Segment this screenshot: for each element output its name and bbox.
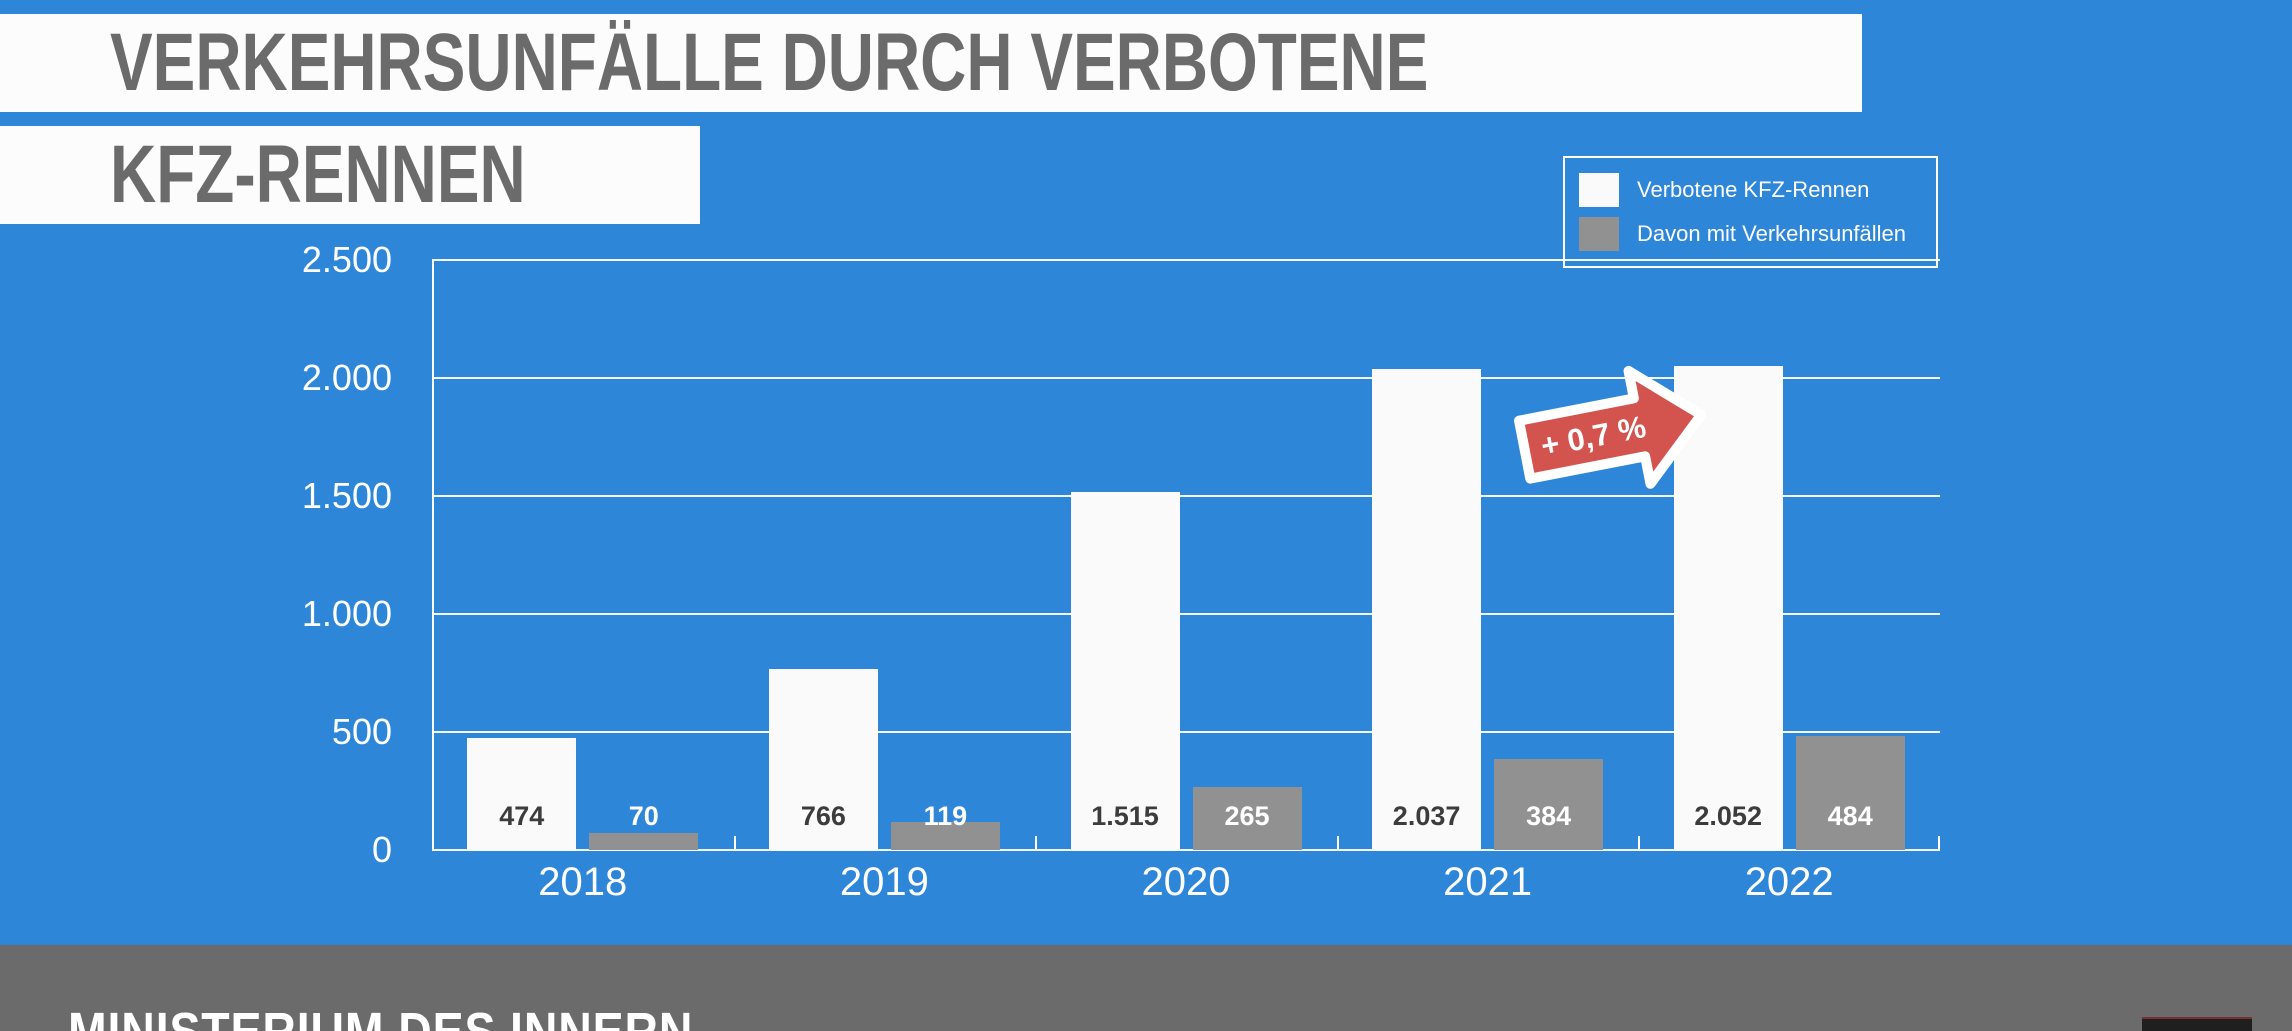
footer-mark-icon — [2142, 1017, 2252, 1031]
footer-organisation-name: MINISTERIUM DES INNERN — [68, 1001, 693, 1031]
x-tick-mark-0 — [432, 836, 434, 850]
bar-value-label-2018-series1: 70 — [628, 801, 659, 831]
chart-legend: Verbotene KFZ-Rennen Davon mit Verkehrsu… — [1563, 156, 1938, 268]
bar-value-label-2020-series1: 265 — [1224, 801, 1270, 831]
bar-value-label-2019-series0: 766 — [800, 801, 846, 831]
bar-value-label-2019-series1: 119 — [923, 801, 968, 831]
x-tick-mark-end — [1938, 836, 1940, 850]
x-tick-mark-3 — [1336, 836, 1339, 850]
chart-title-line2: KFZ-RENNEN — [110, 129, 526, 220]
gridline-2.500 — [432, 259, 1940, 261]
x-tick-mark-4 — [1638, 836, 1641, 850]
footer-bar: MINISTERIUM DES INNERN — [0, 945, 2292, 1031]
gridline-2.000 — [432, 377, 1940, 379]
gridline-0 — [432, 849, 1940, 851]
bar-value-label-2018-series0: 474 — [499, 801, 545, 831]
x-tick-label-2018: 2018 — [538, 860, 628, 904]
bar-2018-series0[interactable] — [467, 738, 577, 850]
y-tick-label-1.000: 1.000 — [301, 593, 392, 634]
legend-label-0: Verbotene KFZ-Rennen — [1637, 177, 1870, 202]
bar-value-label-2020-series0: 1.515 — [1091, 801, 1159, 831]
bar-value-label-2021-series1: 384 — [1526, 801, 1572, 831]
y-tick-label-0: 0 — [371, 829, 392, 870]
title-band-line2: KFZ-RENNEN — [0, 126, 700, 224]
bar-2021-series0[interactable] — [1372, 369, 1482, 850]
y-tick-label-2.500: 2.500 — [301, 239, 392, 280]
x-tick-mark-2 — [1035, 836, 1038, 850]
legend-swatch-icon-1 — [1579, 217, 1619, 251]
legend-swatch-icon-0 — [1579, 173, 1619, 207]
x-tick-label-2022: 2022 — [1744, 860, 1834, 904]
chart-title-line1: VERKEHRSUNFÄLLE DURCH VERBOTENE — [110, 17, 1429, 108]
x-tick-mark-1 — [733, 836, 736, 850]
legend-label-1: Davon mit Verkehrsunfällen — [1637, 221, 1907, 246]
bar-value-label-2022-series1: 484 — [1827, 801, 1873, 831]
y-axis-labels: 0 500 1.000 1.500 2.000 2.500 — [0, 239, 410, 870]
legend-item-1[interactable]: Davon mit Verkehrsunfällen — [1579, 212, 1936, 256]
bar-value-label-2022-series0: 2.052 — [1694, 801, 1762, 831]
bar-2022-series1[interactable] — [1795, 735, 1905, 850]
y-tick-label-500: 500 — [331, 711, 392, 752]
growth-arrow-annotation: + 0,7 % — [1508, 353, 1718, 512]
chart-plot-area: 474 70 2018 766 119 2019 1.515 265 2020 2.037 384 2… — [432, 259, 1940, 904]
bar-2018-series1[interactable] — [589, 833, 699, 850]
bar-2020-series0[interactable] — [1070, 492, 1180, 850]
x-tick-label-2020: 2020 — [1141, 860, 1231, 904]
bar-2019-series1[interactable] — [890, 821, 1000, 850]
gridline-1.000 — [432, 613, 1940, 615]
gridline-1.500 — [432, 495, 1940, 497]
bar-2022-series0[interactable] — [1673, 365, 1783, 850]
right-arrow-icon — [1514, 365, 1707, 489]
y-tick-label-2.000: 2.000 — [301, 357, 392, 398]
bar-2020-series1[interactable] — [1192, 787, 1302, 850]
y-axis-line — [432, 260, 434, 850]
legend-item-0[interactable]: Verbotene KFZ-Rennen — [1579, 168, 1936, 212]
bar-2019-series0[interactable] — [768, 669, 878, 850]
x-tick-label-2021: 2021 — [1443, 860, 1533, 904]
y-tick-label-1.500: 1.500 — [301, 475, 392, 516]
gridline-500 — [432, 731, 1940, 733]
bar-2021-series1[interactable] — [1494, 759, 1604, 850]
bar-value-label-2021-series0: 2.037 — [1392, 801, 1461, 831]
title-band-line1: VERKEHRSUNFÄLLE DURCH VERBOTENE — [0, 14, 1862, 112]
x-tick-label-2019: 2019 — [839, 860, 929, 904]
